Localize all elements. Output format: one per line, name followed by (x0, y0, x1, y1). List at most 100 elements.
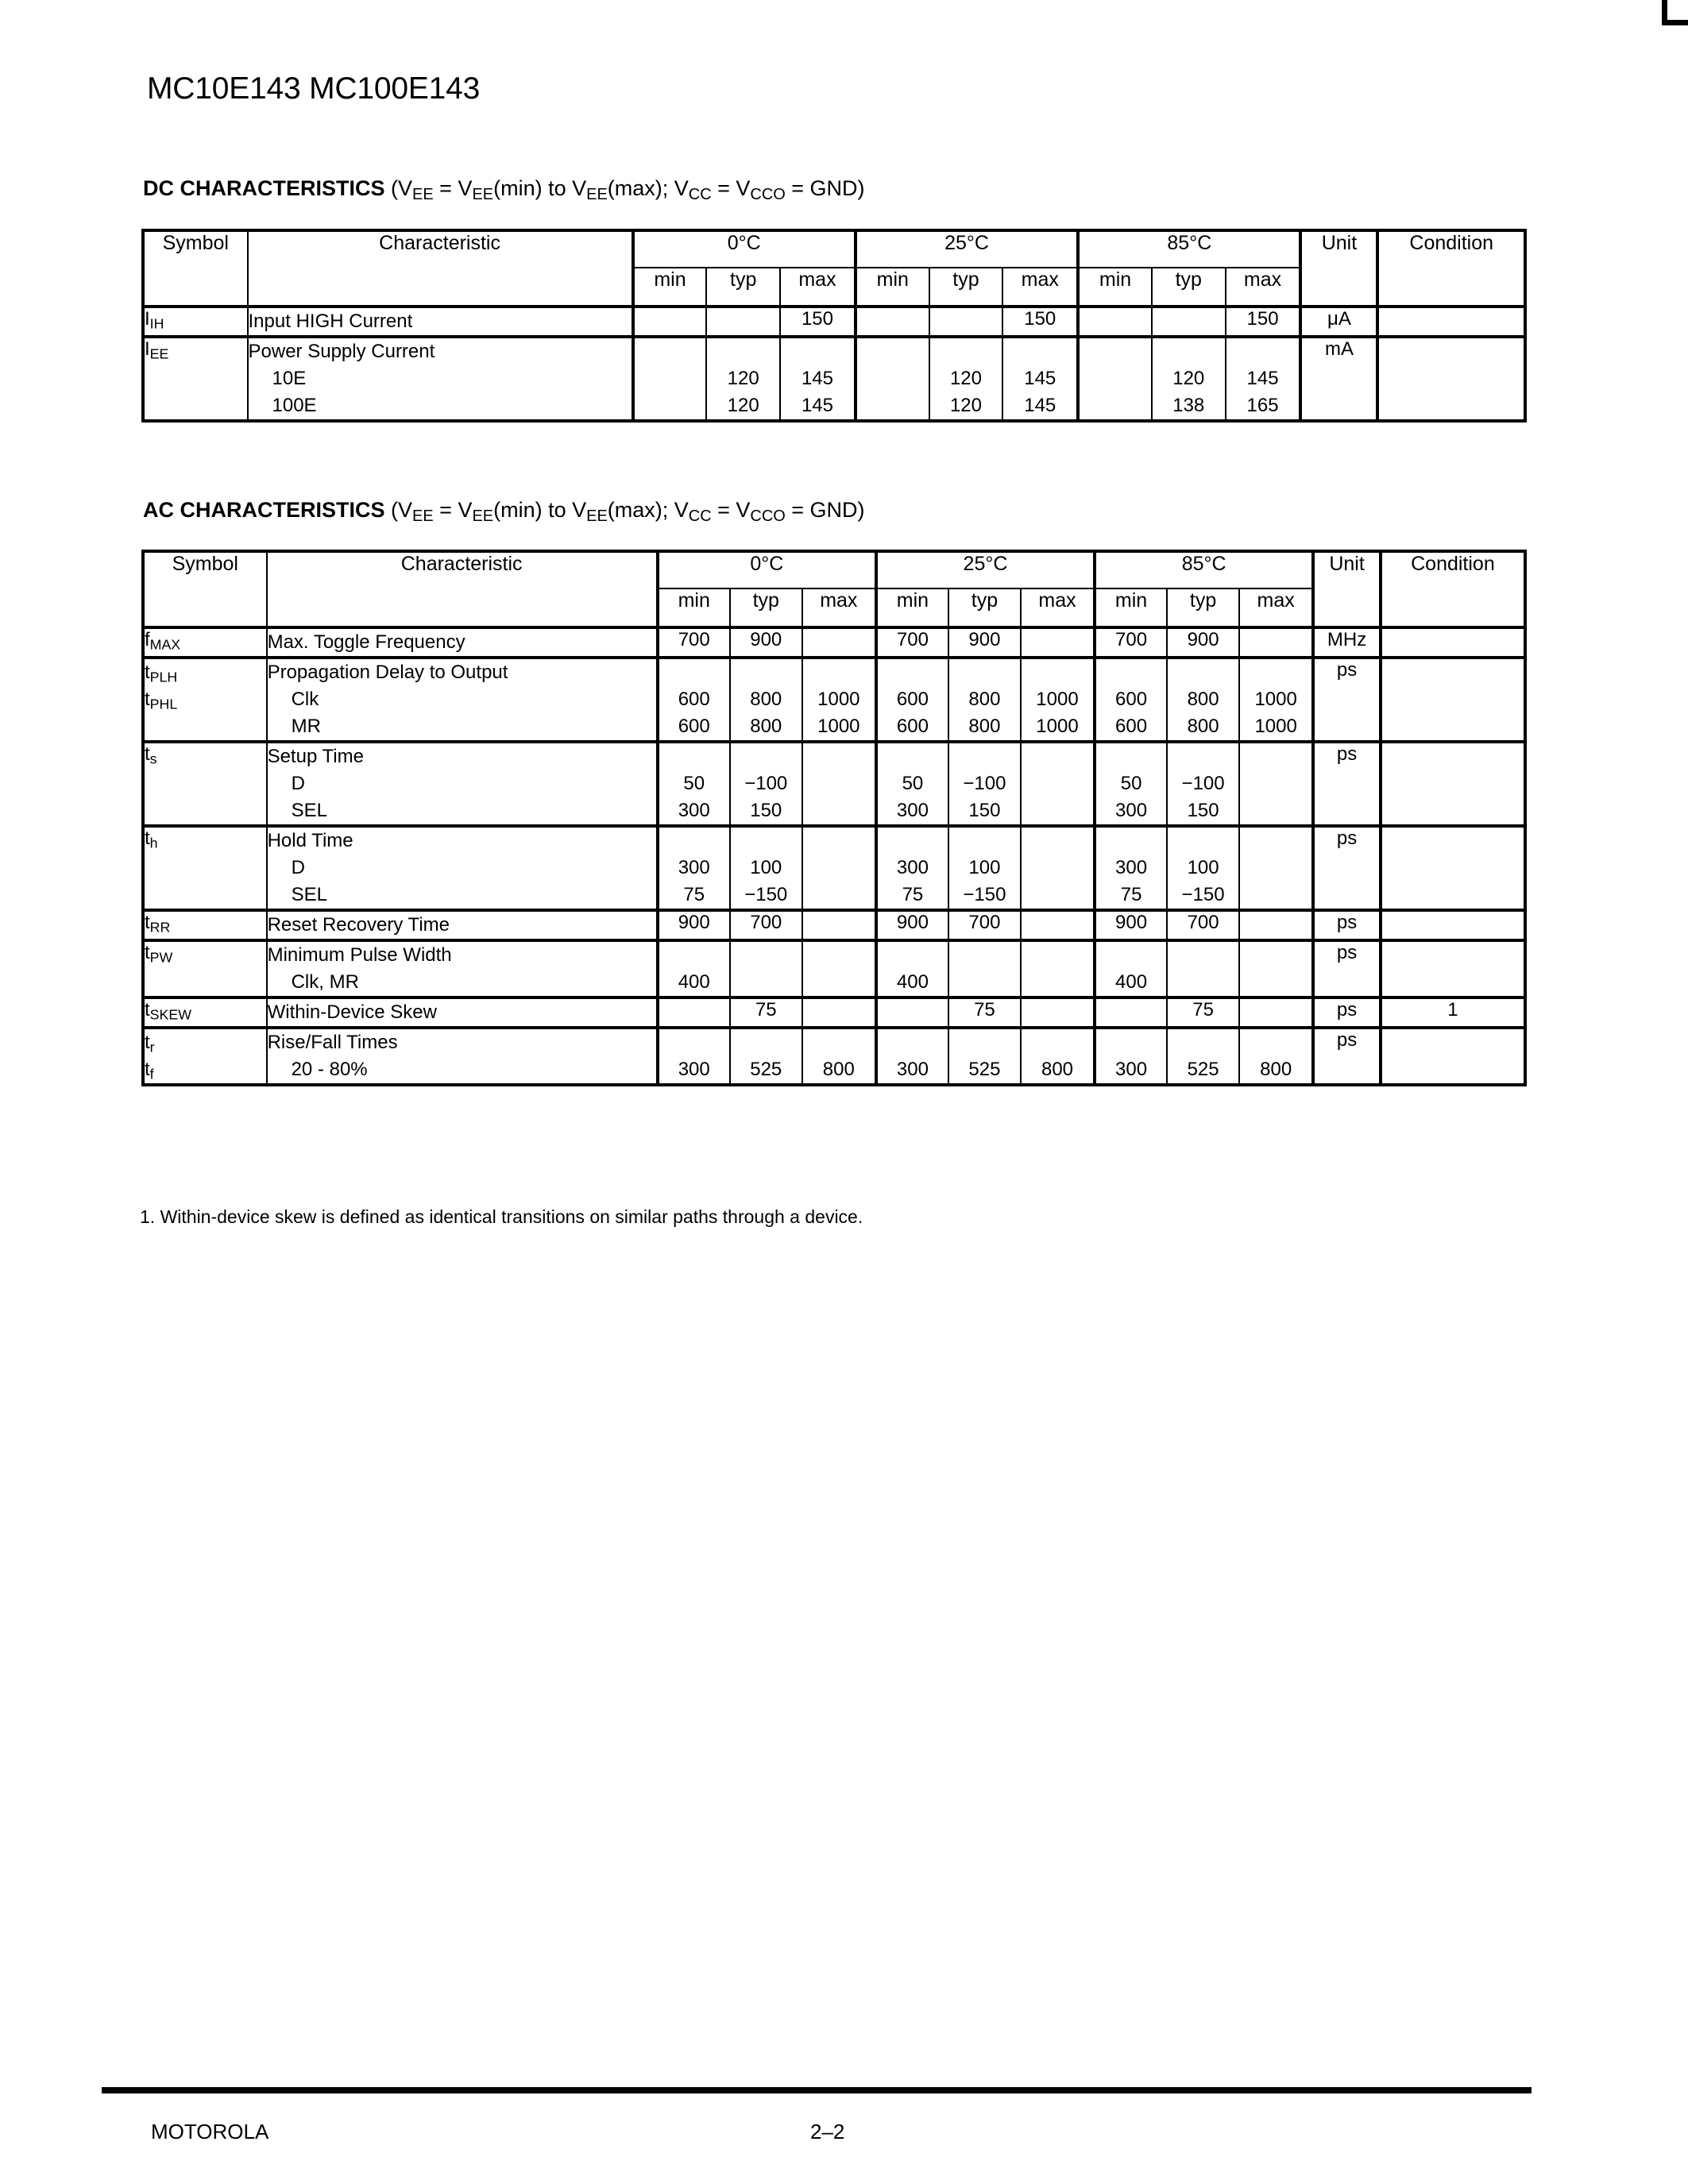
dc-cell-85c-min (1076, 306, 1153, 338)
ac-cell-0c-typ: 75 (728, 997, 803, 1028)
ac-row-characteristic: Rise/Fall Times 20 - 80% (265, 1027, 659, 1086)
dc-header-characteristic: Characteristic (246, 230, 634, 307)
table-row: tRR Reset Recovery Time 900 700 900 700 … (142, 909, 1527, 941)
dc-header-0c-typ: typ (705, 267, 782, 307)
table-row: tr tf Rise/Fall Times 20 - 80% 300 525 8… (142, 1027, 1527, 1086)
ac-header-0c-typ: typ (728, 588, 803, 628)
ac-cell-85c-max (1238, 741, 1315, 827)
ac-row-symbol: fMAX (142, 627, 268, 658)
ac-cell-condition (1378, 940, 1527, 998)
ac-cell-85c-typ: −100 150 (1166, 741, 1241, 827)
ac-header-85c-min: min (1093, 588, 1168, 628)
table-row: th Hold Time D SEL 300 75 100 −150 300 75 1… (142, 825, 1527, 911)
ac-cell-0c-min: 300 75 (655, 825, 731, 911)
ac-cell-85c-min: 400 (1093, 940, 1168, 998)
ac-cell-condition (1378, 909, 1527, 941)
ac-cell-25c-max (1019, 909, 1096, 941)
ac-cell-85c-max (1238, 627, 1315, 658)
crop-mark-horizontal (1662, 20, 1688, 25)
ac-cell-unit: ps (1311, 825, 1381, 911)
ac-cell-0c-max (801, 997, 877, 1028)
ac-header-group-85c: 85°C (1093, 550, 1315, 589)
footer-divider (102, 2087, 1532, 2093)
ac-cell-85c-min: 300 75 (1093, 825, 1168, 911)
ac-cell-85c-max (1238, 997, 1315, 1028)
ac-cell-85c-min: 900 (1093, 909, 1168, 941)
table-row: tPW Minimum Pulse Width Clk, MR 400 400 … (142, 940, 1527, 998)
ac-header-characteristic: Characteristic (265, 550, 659, 628)
ac-header-85c-typ: typ (1166, 588, 1241, 628)
dc-cell-25c-min (853, 336, 930, 422)
ac-cell-0c-max: 1000 1000 (801, 657, 877, 743)
dc-row-symbol-sub: IH (149, 315, 164, 332)
dc-header-0c-max: max (779, 267, 856, 307)
dc-header-group-85c: 85°C (1076, 230, 1302, 268)
dc-header-25c-min: min (853, 267, 930, 307)
ac-cell-85c-min (1093, 997, 1168, 1028)
dc-cell-0c-max: 150 (779, 306, 856, 338)
ac-cell-0c-typ: 900 (728, 627, 803, 658)
ac-header-0c-max: max (801, 588, 877, 628)
ac-cell-85c-max: 800 (1238, 1027, 1315, 1086)
ac-cell-0c-min: 50 300 (655, 741, 731, 827)
ac-cell-condition (1378, 825, 1527, 911)
dc-header-25c-typ: typ (928, 267, 1004, 307)
ac-row-characteristic: Hold Time D SEL (265, 825, 659, 911)
dc-header-25c-max: max (1002, 267, 1080, 307)
dc-cell-0c-typ: 120 120 (705, 336, 782, 422)
ac-cell-85c-max: 1000 1000 (1238, 657, 1315, 743)
dc-row-symbol-sub: EE (149, 345, 169, 362)
ac-cell-25c-typ: 100 −150 (947, 825, 1022, 911)
ac-header-unit: Unit (1311, 550, 1381, 628)
table-row: ts Setup Time D SEL 50 300 −100 150 50 300 … (142, 741, 1527, 827)
ac-cell-25c-min (874, 997, 949, 1028)
dc-characteristics-heading: DC CHARACTERISTICS (VEE = VEE(min) to VE… (143, 176, 865, 203)
ac-cell-unit: ps (1311, 909, 1381, 941)
dc-cell-unit: mA (1299, 336, 1379, 422)
ac-cell-25c-typ: 800 800 (947, 657, 1022, 743)
ac-cell-25c-max (1019, 825, 1096, 911)
dc-cell-0c-typ (705, 306, 782, 338)
ac-cell-0c-typ: 800 800 (728, 657, 803, 743)
table-header-row-groups: Symbol Characteristic 0°C 25°C 85°C Unit… (142, 550, 1527, 628)
table-row: IEE Power Supply Current 10E 100E 120 120… (142, 336, 1526, 422)
ac-cell-condition (1378, 627, 1527, 658)
table-row: IIH Input HIGH Current 150 150 150 μA (142, 306, 1526, 338)
ac-cell-85c-typ (1166, 940, 1241, 998)
footer-company-name: MOTOROLA (151, 2120, 269, 2143)
ac-cell-unit: ps (1311, 657, 1381, 743)
dc-cell-25c-min (853, 306, 930, 338)
ac-cell-25c-typ: 700 (947, 909, 1022, 941)
ac-row-characteristic: Max. Toggle Frequency (265, 627, 659, 658)
ac-cell-0c-max (801, 909, 877, 941)
dc-heading-label: DC CHARACTERISTICS (143, 176, 385, 200)
table-row: tSKEW Within-Device Skew 75 75 75 ps 1 (142, 997, 1527, 1028)
ac-cell-0c-min: 600 600 (655, 657, 731, 743)
ac-cell-85c-typ: 800 800 (1166, 657, 1241, 743)
ac-cell-85c-min: 300 (1093, 1027, 1168, 1086)
ac-header-85c-max: max (1238, 588, 1315, 628)
ac-cell-85c-min: 600 600 (1093, 657, 1168, 743)
crop-mark-vertical (1662, 0, 1667, 25)
ac-row-symbol: tr tf (142, 1027, 268, 1086)
ac-cell-25c-max (1019, 940, 1096, 998)
dc-row-char-line: Input HIGH Current (248, 311, 413, 332)
table-row: tPLH tPHL Propagation Delay to Output Cl… (142, 657, 1527, 743)
ac-cell-0c-min: 400 (655, 940, 731, 998)
ac-cell-25c-min: 300 75 (874, 825, 949, 911)
ac-header-condition: Condition (1378, 550, 1527, 628)
ac-characteristics-heading: AC CHARACTERISTICS (VEE = VEE(min) to VE… (143, 498, 865, 524)
ac-cell-25c-max (1019, 627, 1096, 658)
ac-cell-0c-max (801, 825, 877, 911)
dc-row-characteristic: Power Supply Current 10E 100E (246, 336, 634, 422)
ac-characteristics-table: Symbol Characteristic 0°C 25°C 85°C Unit… (141, 550, 1527, 1086)
dc-row-symbol: IEE (142, 336, 249, 422)
table-header-row-minmaxtyp: min typ max min typ max min typ max (143, 588, 1525, 628)
ac-cell-25c-typ: 900 (947, 627, 1022, 658)
ac-cell-25c-min: 600 600 (874, 657, 949, 743)
ac-cell-unit: ps (1311, 741, 1381, 827)
ac-header-group-25c: 25°C (874, 550, 1096, 589)
ac-header-25c-typ: typ (947, 588, 1022, 628)
ac-cell-85c-max (1238, 940, 1315, 998)
dc-row-symbol: IIH (142, 306, 249, 338)
